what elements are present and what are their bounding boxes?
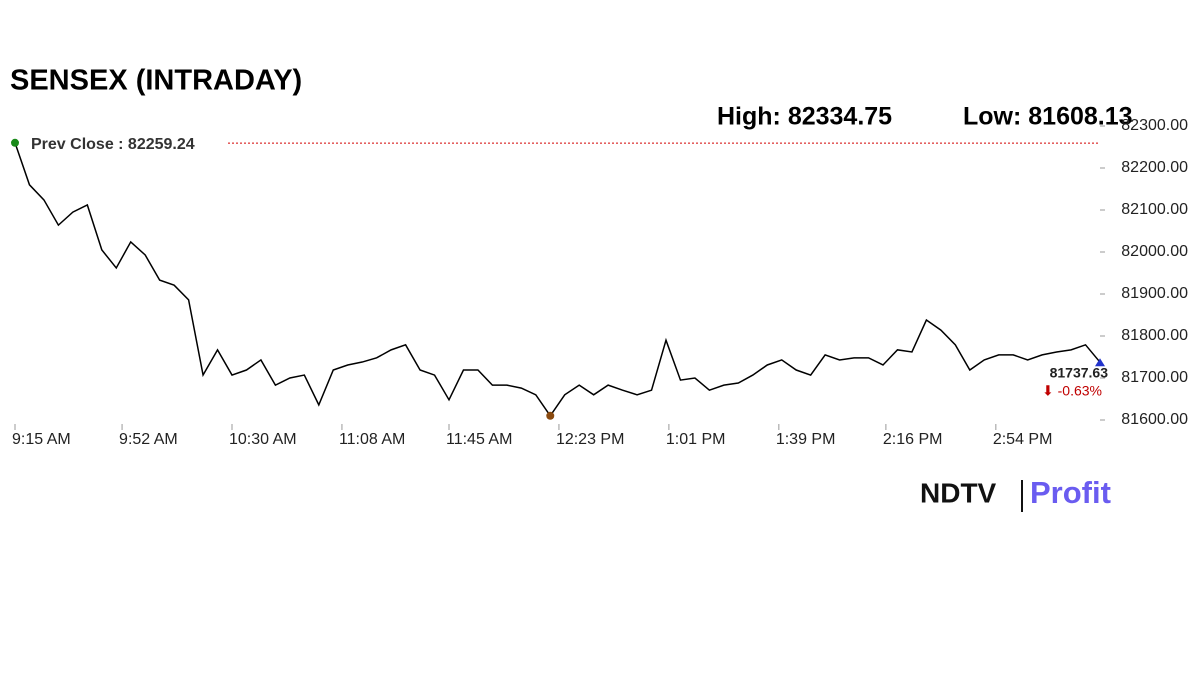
x-tick-label: 10:30 AM	[229, 431, 297, 448]
prev-close-label: Prev Close : 82259.24	[31, 136, 195, 153]
price-line	[14, 142, 1101, 418]
x-tick-label: 2:16 PM	[883, 431, 943, 448]
brand-right: Profit	[1030, 475, 1111, 510]
y-tick-label: 82000.00	[1121, 243, 1188, 260]
x-tick-label: 9:15 AM	[12, 431, 71, 448]
y-tick-label: 81800.00	[1121, 327, 1188, 344]
y-tick-label: 81600.00	[1121, 411, 1188, 428]
brand-left: NDTV	[920, 477, 997, 508]
low-dot	[546, 411, 555, 420]
y-tick-label: 81700.00	[1121, 369, 1188, 386]
x-tick-label: 9:52 AM	[119, 431, 178, 448]
last-marker	[1095, 358, 1105, 367]
x-tick-label: 12:23 PM	[556, 431, 624, 448]
x-tick-label: 1:39 PM	[776, 431, 836, 448]
chart-title: SENSEX (INTRADAY)	[10, 65, 302, 97]
y-tick-label: 82200.00	[1121, 159, 1188, 176]
x-tick-label: 1:01 PM	[666, 431, 726, 448]
start-dot	[11, 138, 19, 147]
x-tick-label: 2:54 PM	[993, 431, 1053, 448]
x-tick-label: 11:45 AM	[446, 431, 512, 448]
low-text: Low: 81608.13	[963, 103, 1133, 131]
high-text: High: 82334.75	[717, 103, 892, 131]
y-tick-label: 82300.00	[1121, 117, 1188, 134]
y-tick-label: 81900.00	[1121, 285, 1188, 302]
x-tick-label: 11:08 AM	[339, 431, 405, 448]
y-tick-label: 82100.00	[1121, 201, 1188, 218]
change-label: ⬇ -0.63%	[1042, 383, 1102, 399]
last-value-label: 81737.63	[1050, 365, 1109, 381]
